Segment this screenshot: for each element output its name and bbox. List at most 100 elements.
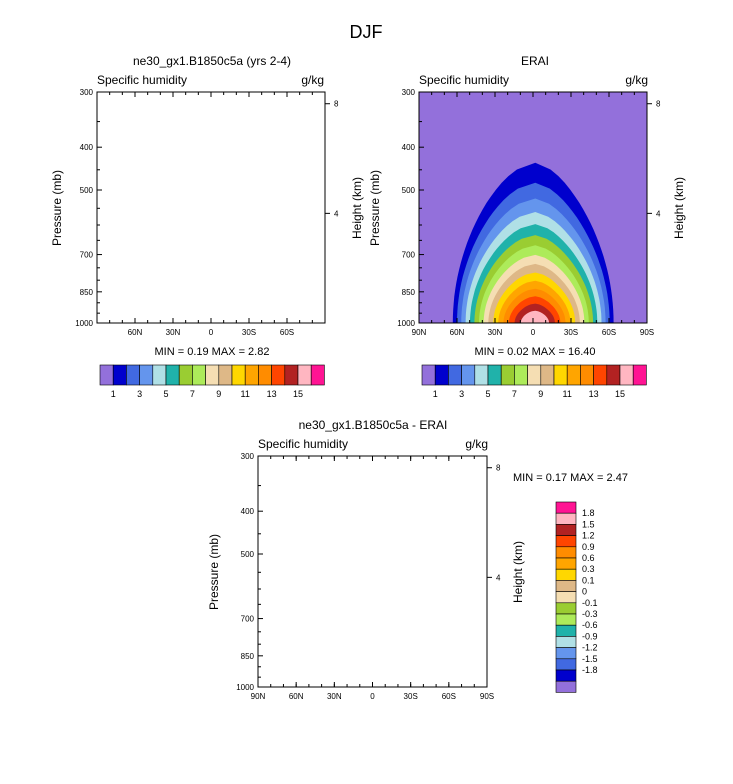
colorbar-box <box>527 364 542 386</box>
x-tick-label: 0 <box>209 328 214 337</box>
y-tick-label: 700 <box>241 615 255 624</box>
panel-right-label: g/kg <box>465 437 488 451</box>
panel-difference: ne30_gx1.B1850c5a - ERAI Specific humidi… <box>207 418 628 701</box>
colorbar-box <box>310 364 325 386</box>
panel-title: ne30_gx1.B1850c5a (yrs 2-4) <box>133 54 291 68</box>
x-tick-label: 30N <box>327 692 342 701</box>
colorbar-box <box>434 364 449 386</box>
panel-title: ne30_gx1.B1850c5a - ERAI <box>299 418 448 432</box>
stats-text: MIN = 0.17 MAX = 2.47 <box>513 472 628 484</box>
y-tick-label: 500 <box>241 550 255 559</box>
colorbar-label: 1 <box>111 389 116 399</box>
x-tick-label: 60N <box>289 692 304 701</box>
y-tick-label: 400 <box>80 143 94 152</box>
colorbar-label: 0 <box>582 587 587 597</box>
colorbar-label: 9 <box>216 389 221 399</box>
colorbar-box <box>632 364 647 386</box>
colorbar-box <box>555 613 577 626</box>
colorbar-box <box>555 546 577 559</box>
colorbar-box <box>593 364 608 386</box>
y-tick-label: 300 <box>80 88 94 97</box>
plot-frame <box>96 91 326 324</box>
colorbar-box <box>284 364 299 386</box>
colorbar-box <box>165 364 180 386</box>
panel-left-label: Specific humidity <box>97 73 187 87</box>
colorbar-label: -1.5 <box>582 654 598 664</box>
colorbar-box <box>555 658 577 671</box>
panel-right-label: g/kg <box>301 73 324 87</box>
colorbar-box <box>566 364 581 386</box>
colorbar-box <box>555 568 577 581</box>
colorbar-box <box>258 364 272 386</box>
panel-erai: ERAI Specific humidity g/kg 300 400 500 700… <box>368 54 686 399</box>
y-axis-label: Pressure (mb) <box>50 170 64 246</box>
y2-axis-label: Height (km) <box>350 177 364 239</box>
colorbar-box <box>555 624 577 637</box>
colorbar-box <box>112 364 127 386</box>
colorbar-label: 3 <box>459 389 464 399</box>
y2-tick-label: 4 <box>334 209 339 218</box>
colorbar-box <box>555 669 577 682</box>
y2-axis-label: Height (km) <box>672 177 686 239</box>
main-title: DJF <box>350 22 383 42</box>
y2-tick-label: 4 <box>656 209 661 218</box>
colorbar-label: 5 <box>163 389 168 399</box>
stats-text: MIN = 0.19 MAX = 2.82 <box>155 346 270 358</box>
colorbar-box <box>231 364 246 386</box>
colorbar-box <box>218 364 233 386</box>
colorbar-box <box>244 364 259 386</box>
colorbar-label: 3 <box>137 389 142 399</box>
colorbar-label: -1.2 <box>582 643 598 653</box>
y-tick-label: 400 <box>402 143 416 152</box>
y-tick-label: 850 <box>241 652 255 661</box>
y-tick-label: 1000 <box>397 319 415 328</box>
x-tick-label: 0 <box>531 328 536 337</box>
colorbar-label: 15 <box>615 389 625 399</box>
colorbar-box <box>126 364 140 386</box>
colorbar-box <box>540 364 555 386</box>
y-tick-label: 700 <box>80 251 94 260</box>
colorbar-label: 7 <box>512 389 517 399</box>
y-tick-label: 400 <box>241 507 255 516</box>
y-tick-label: 850 <box>80 288 94 297</box>
x-tick-label: 30N <box>488 328 503 337</box>
colorbar-box <box>474 364 489 386</box>
colorbar-box <box>555 512 577 525</box>
colorbar-box <box>514 364 528 386</box>
panel-model: ne30_gx1.B1850c5a (yrs 2-4) Specific hum… <box>50 54 364 399</box>
colorbar-box <box>606 364 621 386</box>
contour-band <box>520 310 550 323</box>
stats-text: MIN = 0.02 MAX = 16.40 <box>474 346 595 358</box>
x-tick-label: 30N <box>166 328 181 337</box>
x-tick-label: 60N <box>128 328 143 337</box>
y2-tick-label: 8 <box>334 100 339 109</box>
y-tick-label: 700 <box>402 251 416 260</box>
y-tick-label: 500 <box>402 186 416 195</box>
colorbar-label: 7 <box>190 389 195 399</box>
colorbar-box <box>487 364 502 386</box>
y-tick-label: 300 <box>402 88 416 97</box>
colorbar-label: -1.8 <box>582 665 598 675</box>
colorbar-label: 9 <box>538 389 543 399</box>
colorbar-label: 5 <box>485 389 490 399</box>
x-tick-label: 90N <box>251 692 266 701</box>
colorbar-label: -0.3 <box>582 609 598 619</box>
panel-title: ERAI <box>521 54 549 68</box>
colorbar-box <box>461 364 476 386</box>
colorbar-box <box>205 364 220 386</box>
y-axis-label: Pressure (mb) <box>207 534 221 610</box>
colorbar-label: 1 <box>433 389 438 399</box>
panel-left-label: Specific humidity <box>419 73 509 87</box>
panel-right-label: g/kg <box>625 73 648 87</box>
x-tick-label: 60N <box>450 328 465 337</box>
colorbar-label: 1.8 <box>582 508 595 518</box>
x-tick-label: 30S <box>242 328 256 337</box>
colorbar-box <box>99 364 114 386</box>
y-tick-label: 1000 <box>236 683 254 692</box>
plot-frame <box>257 455 488 688</box>
colorbar-box <box>297 364 312 386</box>
colorbar-box <box>271 364 286 386</box>
colorbar-box <box>580 364 594 386</box>
y-tick-label: 850 <box>402 288 416 297</box>
